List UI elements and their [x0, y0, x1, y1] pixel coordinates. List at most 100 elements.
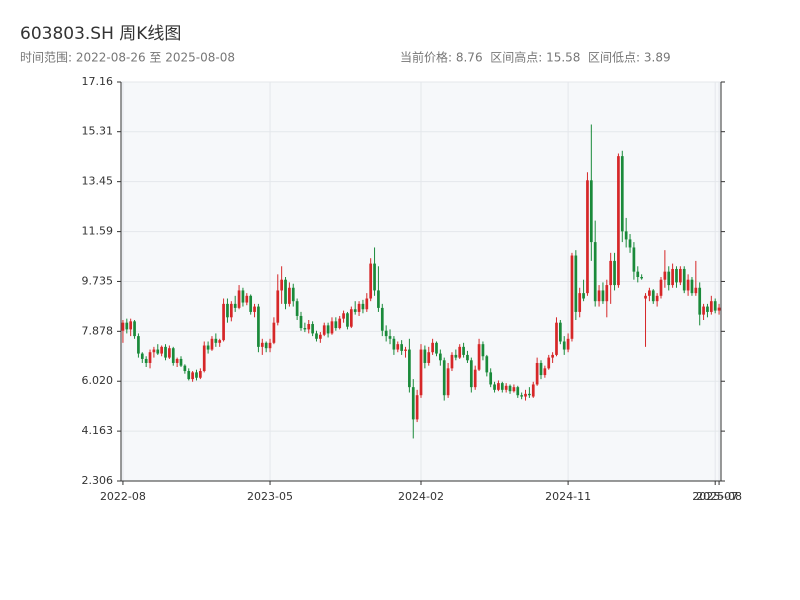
candle-body [528, 393, 531, 396]
candle-body [516, 387, 520, 396]
candle-body [280, 279, 283, 291]
y-tick-label: 17.16 [82, 75, 114, 88]
candle-body [628, 239, 632, 248]
candle-body [377, 290, 380, 308]
candle-body [148, 352, 152, 363]
candle-body [226, 303, 229, 318]
candle-body [648, 290, 651, 296]
candle-body [334, 321, 338, 329]
x-tick-label: 2023-05 [247, 490, 293, 503]
x-tick-label: 2024-02 [398, 490, 444, 503]
y-tick-label: 2.306 [82, 474, 114, 487]
candle-body [206, 345, 210, 350]
candle-body [620, 156, 624, 232]
candle-body [535, 362, 539, 385]
candle-body [562, 341, 566, 350]
x-tick-label: 2025-07 [692, 490, 738, 503]
candle-body [431, 342, 434, 353]
candle-body [655, 295, 659, 302]
x-tick-label: 2024-11 [545, 490, 591, 503]
candle-body [291, 287, 295, 302]
candle-body [659, 279, 663, 296]
candle-body [237, 290, 241, 308]
candle-body [481, 344, 485, 357]
chart-info: 当前价格: 8.76 区间高点: 15.58 区间低点: 3.89 [400, 50, 671, 65]
y-tick-label: 13.45 [82, 175, 114, 188]
candle-body [295, 301, 299, 316]
candle-body [156, 349, 160, 354]
candle-body [617, 156, 620, 286]
candle-body [338, 318, 342, 329]
candle-body [524, 393, 527, 397]
candle-body [520, 395, 523, 397]
candle-body [632, 247, 636, 272]
candle-body [601, 290, 605, 302]
candle-body [222, 303, 225, 341]
x-tick-label: 2025-08 [696, 490, 742, 503]
candle-body [717, 307, 721, 311]
candle-body [469, 360, 473, 388]
candle-body [605, 285, 609, 302]
candle-body [303, 328, 307, 330]
candle-body [253, 306, 256, 312]
candle-body [404, 349, 407, 351]
candle-body [613, 260, 616, 286]
candle-body [450, 354, 454, 369]
candle-body [214, 338, 218, 343]
candle-body [462, 346, 465, 355]
candle-body [485, 356, 489, 373]
candle-body [442, 360, 446, 396]
candle-body [682, 268, 686, 291]
candle-body [679, 268, 682, 283]
candle-body [551, 354, 554, 358]
candle-body [663, 271, 667, 280]
candle-body [319, 334, 322, 339]
candle-body [257, 306, 260, 347]
candle-body [531, 384, 535, 397]
candle-body [137, 336, 140, 354]
candle-body [419, 349, 423, 396]
candle-body [307, 324, 311, 330]
candle-body [218, 340, 222, 343]
candle-body [400, 344, 403, 351]
candle-body [369, 263, 373, 299]
candle-body [125, 322, 129, 330]
candle-body [326, 325, 330, 334]
candle-body [272, 322, 276, 343]
candle-body [578, 293, 582, 312]
candle-body [245, 295, 249, 303]
candle-body [175, 358, 179, 363]
y-tick-label: 11.59 [82, 225, 114, 238]
candle-body [698, 287, 702, 315]
candle-body [202, 345, 206, 372]
candle-body [586, 180, 589, 294]
candle-body [408, 349, 411, 388]
candle-body [686, 279, 690, 291]
candle-body [706, 306, 709, 312]
candle-body [349, 309, 353, 327]
candle-body [508, 385, 512, 392]
chart-title: 603803.SH 周K线图 [20, 24, 181, 44]
candle-body [276, 290, 280, 323]
candle-body [195, 372, 198, 378]
candle-body [144, 358, 148, 363]
candle-body [582, 293, 585, 299]
candle-body [388, 336, 392, 339]
candle-body [260, 342, 264, 347]
candle-body [129, 321, 133, 330]
candle-body [466, 354, 469, 361]
candle-body [593, 242, 597, 302]
candle-body [241, 290, 245, 303]
candle-body [566, 338, 570, 350]
candle-body [411, 387, 415, 420]
candle-body [427, 352, 431, 363]
candle-body [423, 349, 427, 363]
candle-body [671, 268, 674, 286]
candle-body [264, 342, 268, 349]
chart-subtitle: 时间范围: 2022-08-26 至 2025-08-08 [20, 51, 235, 65]
candle-body [187, 371, 191, 380]
candle-body [493, 384, 496, 390]
candle-body [589, 180, 593, 243]
